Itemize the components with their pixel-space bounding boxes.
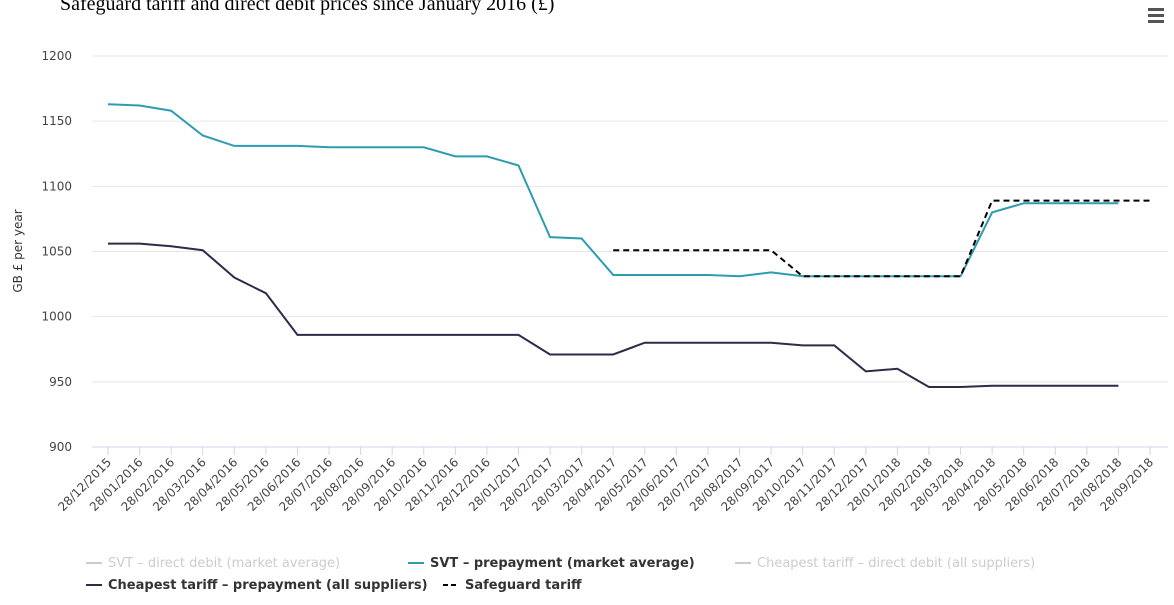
menu-icon[interactable] bbox=[1148, 8, 1164, 23]
legend-label: Cheapest tariff – prepayment (all suppli… bbox=[108, 578, 428, 593]
series-line bbox=[108, 242, 1119, 389]
menu-bar bbox=[1148, 14, 1164, 17]
legend-item[interactable]: SVT – direct debit (market average) bbox=[86, 556, 340, 571]
y-tick-label: 1200 bbox=[41, 49, 72, 63]
y-tick-label: 1150 bbox=[41, 114, 72, 128]
y-tick-label: 900 bbox=[49, 440, 72, 454]
y-tick-label: 1100 bbox=[41, 179, 72, 193]
legend-item[interactable]: Cheapest tariff – prepayment (all suppli… bbox=[86, 578, 428, 593]
y-tick-label: 950 bbox=[49, 375, 72, 389]
legend-item[interactable]: Safeguard tariff bbox=[443, 578, 582, 593]
menu-bar bbox=[1148, 20, 1164, 23]
chart-title: Safeguard tariff and direct debit prices… bbox=[60, 0, 554, 15]
series-line bbox=[613, 199, 1150, 278]
menu-bar bbox=[1148, 8, 1164, 11]
series-line bbox=[107, 103, 1119, 278]
y-axis-label: GB £ per year bbox=[11, 209, 25, 292]
legend-label: SVT – prepayment (market average) bbox=[430, 556, 695, 571]
legend-label: SVT – direct debit (market average) bbox=[108, 556, 340, 571]
legend-label: Safeguard tariff bbox=[465, 578, 582, 593]
y-tick-label: 1050 bbox=[41, 245, 72, 259]
legend-item[interactable]: SVT – prepayment (market average) bbox=[408, 556, 695, 571]
legend-item[interactable]: Cheapest tariff – direct debit (all supp… bbox=[735, 556, 1035, 571]
y-tick-label: 1000 bbox=[41, 310, 72, 324]
legend-label: Cheapest tariff – direct debit (all supp… bbox=[757, 556, 1035, 571]
